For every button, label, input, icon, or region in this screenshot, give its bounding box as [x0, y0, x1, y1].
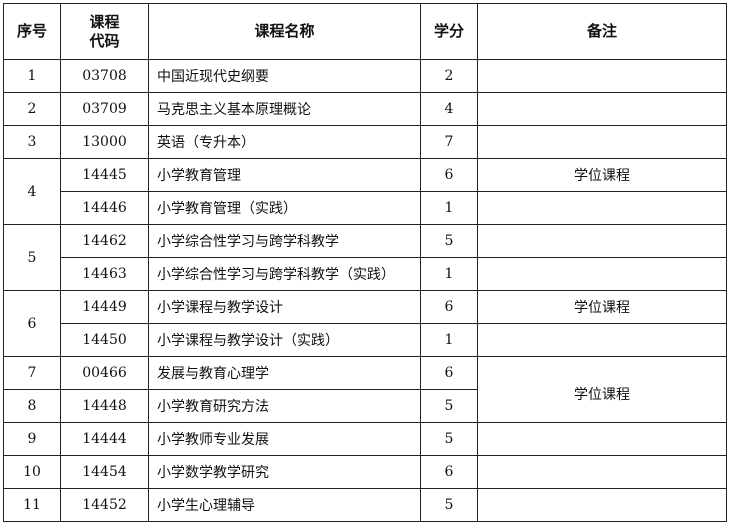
- cell-remark: 学位课程: [477, 290, 727, 324]
- cell-no: 3: [3, 125, 61, 159]
- cell-no: 7: [3, 356, 61, 390]
- cell-code: 14444: [60, 422, 149, 456]
- cell-name: 小学教育管理（实践）: [148, 191, 421, 225]
- cell-credit: 6: [420, 356, 478, 390]
- cell-credit: 2: [420, 59, 478, 93]
- table-row: 1 03708 中国近现代史纲要 2: [3, 59, 727, 93]
- cell-credit: 6: [420, 158, 478, 192]
- table-body: 1 03708 中国近现代史纲要 2 2 03709 马克思主义基本原理概论 4 3 13000 英…: [3, 59, 727, 522]
- cell-code: 14445: [60, 158, 149, 192]
- table-row: 10 14454 小学数学教学研究 6: [3, 455, 727, 489]
- table-row: 8 14448 小学教育研究方法 5: [3, 389, 727, 423]
- cell-no: 2: [3, 92, 61, 126]
- cell-credit: 5: [420, 389, 478, 423]
- cell-remark: [477, 92, 727, 126]
- table-row: 3 13000 英语（专升本） 7: [3, 125, 727, 159]
- cell-name: 小学综合性学习与跨学科教学: [148, 224, 421, 258]
- cell-name: 小学数学教学研究: [148, 455, 421, 489]
- header-code: 课程 代码: [60, 3, 149, 60]
- cell-code: 00466: [60, 356, 149, 390]
- cell-remark: [477, 125, 727, 159]
- cell-name: 小学生心理辅导: [148, 488, 421, 522]
- cell-code: 14454: [60, 455, 149, 489]
- table-row: 6 14449 小学课程与教学设计 6 学位课程: [3, 290, 727, 357]
- cell-credit: 5: [420, 422, 478, 456]
- cell-no: 10: [3, 455, 61, 489]
- cell-remark: [477, 59, 727, 93]
- cell-no: 4: [3, 158, 61, 225]
- header-no: 序号: [3, 3, 61, 60]
- table-row: 11 14452 小学生心理辅导 5: [3, 488, 727, 522]
- cell-code: 14446: [60, 191, 149, 225]
- cell-name: 小学课程与教学设计: [148, 290, 421, 324]
- cell-name: 小学教师专业发展: [148, 422, 421, 456]
- cell-credit: 1: [420, 257, 478, 291]
- table-row: 14463 小学综合性学习与跨学科教学（实践） 1: [4, 257, 727, 291]
- table-row: 7 00466 发展与教育心理学 6 学位课程: [3, 356, 727, 423]
- cell-remark: 学位课程: [477, 158, 727, 192]
- table-row: 9 14444 小学教师专业发展 5: [3, 422, 727, 456]
- cell-name: 小学课程与教学设计（实践）: [148, 323, 421, 357]
- cell-no: 6: [3, 290, 61, 357]
- header-code-line2: 代码: [89, 31, 120, 50]
- cell-remark: 学位课程: [477, 356, 727, 423]
- cell-name: 英语（专升本）: [148, 125, 421, 159]
- cell-no: 9: [3, 422, 61, 456]
- header-name: 课程名称: [148, 3, 421, 60]
- table-row: 5 14462 小学综合性学习与跨学科教学 5: [3, 224, 727, 291]
- cell-credit: 5: [420, 488, 478, 522]
- cell-credit: 7: [420, 125, 478, 159]
- cell-credit: 1: [420, 323, 478, 357]
- cell-credit: 4: [420, 92, 478, 126]
- cell-code: 03709: [60, 92, 149, 126]
- header-remark: 备注: [477, 3, 727, 60]
- course-table: 序号 课程 代码 课程名称 学分 备注 1 03708 中国近现代史纲要 2 2 03709…: [3, 3, 727, 522]
- cell-name: 小学教育研究方法: [148, 389, 421, 423]
- cell-code: 14463: [60, 257, 149, 291]
- cell-code: 14448: [60, 389, 149, 423]
- cell-credit: 6: [420, 290, 478, 324]
- header-credit: 学分: [420, 3, 478, 60]
- cell-code: 14450: [60, 323, 149, 357]
- cell-name: 发展与教育心理学: [148, 356, 421, 390]
- cell-remark: [477, 224, 727, 258]
- cell-name: 小学教育管理: [148, 158, 421, 192]
- cell-no: 11: [3, 488, 61, 522]
- cell-credit: 6: [420, 455, 478, 489]
- table-row: 14446 小学教育管理（实践） 1: [4, 191, 727, 225]
- cell-remark: [477, 422, 727, 456]
- table-row: 2 03709 马克思主义基本原理概论 4: [3, 92, 727, 126]
- table-row: 4 14445 小学教育管理 6 学位课程: [3, 158, 727, 225]
- header-code-line1: 课程: [89, 12, 120, 31]
- cell-name: 中国近现代史纲要: [148, 59, 421, 93]
- cell-remark: [477, 488, 727, 522]
- cell-remark: [477, 323, 727, 357]
- cell-remark: [477, 191, 727, 225]
- cell-name: 马克思主义基本原理概论: [148, 92, 421, 126]
- cell-no: 5: [3, 224, 61, 291]
- cell-code: 14449: [60, 290, 149, 324]
- cell-no: 1: [3, 59, 61, 93]
- cell-code: 14462: [60, 224, 149, 258]
- table-row: 14450 小学课程与教学设计（实践） 1: [4, 323, 727, 357]
- cell-code: 03708: [60, 59, 149, 93]
- cell-code: 13000: [60, 125, 149, 159]
- cell-no: 8: [3, 389, 61, 423]
- cell-credit: 1: [420, 191, 478, 225]
- cell-remark: [477, 257, 727, 291]
- cell-name: 小学综合性学习与跨学科教学（实践）: [148, 257, 421, 291]
- header-row: 序号 课程 代码 课程名称 学分 备注: [3, 3, 727, 60]
- cell-credit: 5: [420, 224, 478, 258]
- cell-remark: [477, 455, 727, 489]
- cell-code: 14452: [60, 488, 149, 522]
